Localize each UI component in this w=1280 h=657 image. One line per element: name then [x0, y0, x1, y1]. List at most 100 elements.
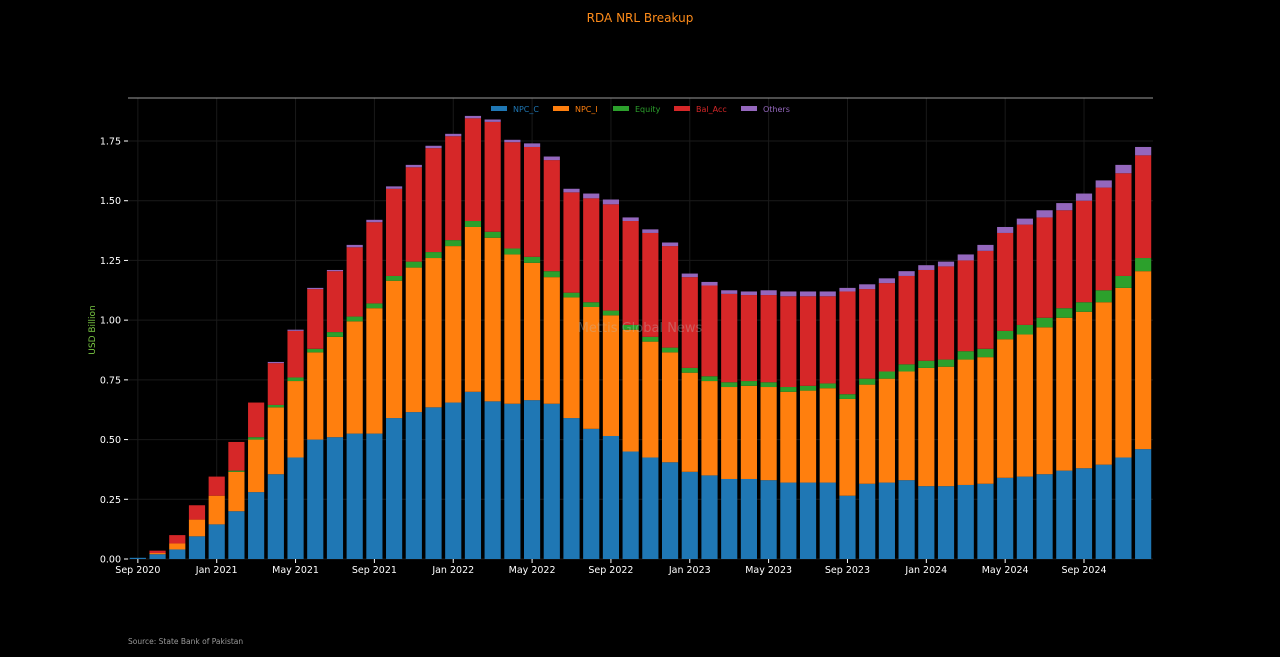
bar-equity [267, 404, 284, 408]
bar-npc-c [346, 433, 363, 559]
bar-npc-c [425, 407, 442, 559]
bar-equity [642, 336, 659, 342]
bar-equity [898, 364, 915, 372]
bar-npc-c [721, 478, 738, 559]
bar-npc-c [583, 428, 600, 559]
bar-equity [859, 378, 876, 385]
bar-bal-acc [721, 293, 738, 383]
bar-npc-i [721, 387, 738, 479]
bar-equity [346, 316, 363, 322]
bar-others [366, 219, 383, 223]
bar-bal-acc [425, 148, 442, 253]
bar-npc-i [957, 359, 974, 485]
bar-npc-c [997, 477, 1014, 559]
bar-npc-i [464, 226, 482, 392]
bar-bal-acc [997, 232, 1014, 331]
bar-equity [1016, 324, 1033, 335]
bar-others [898, 271, 915, 276]
bar-equity [977, 348, 994, 358]
bar-bal-acc [642, 232, 659, 337]
legend-label: Equity [635, 105, 661, 114]
bar-npc-i [425, 258, 442, 408]
bar-npc-c [602, 435, 620, 559]
bar-others [425, 145, 442, 149]
bar-npc-i [760, 387, 777, 481]
legend-swatch [674, 106, 690, 111]
bar-bal-acc [957, 260, 974, 352]
bar-npc-c [228, 511, 245, 559]
bar-npc-i [188, 519, 206, 537]
bar-npc-c [307, 439, 324, 559]
bar-others [307, 287, 324, 290]
bar-npc-i [149, 553, 166, 555]
bar-npc-i [701, 381, 718, 476]
bar-npc-c [208, 524, 225, 559]
bar-others [740, 291, 757, 296]
bar-npc-c [937, 486, 955, 559]
bar-equity [504, 248, 521, 255]
bar-npc-i [208, 495, 225, 525]
bar-npc-i [248, 439, 265, 493]
bar-npc-c [326, 437, 344, 559]
bar-others [1075, 193, 1093, 201]
bar-others [386, 186, 403, 189]
bar-npc-c [484, 401, 501, 559]
bar-npc-i [780, 391, 797, 483]
bar-npc-c [799, 482, 817, 559]
axes: 0.00 0.25 0.50 0.75 1.00 1.25 1.50 1.75 Sep 2020… [100, 97, 1153, 576]
bar-npc-i [819, 388, 836, 483]
bar-equity [1075, 302, 1093, 312]
bar-equity [326, 332, 344, 337]
bar-equity [661, 347, 679, 353]
bar-npc-c [918, 486, 935, 559]
bar-bal-acc [267, 363, 284, 405]
bar-npc-i [346, 321, 363, 434]
bar-others [918, 265, 935, 270]
bar-npc-i [1075, 311, 1093, 469]
bar-others [997, 226, 1014, 233]
bar-npc-i [977, 357, 994, 484]
bar-npc-i [1036, 327, 1053, 475]
bar-others [464, 115, 482, 119]
bar-equity [740, 381, 757, 386]
bar-bal-acc [602, 204, 620, 311]
bar-bal-acc [464, 118, 482, 222]
bar-npc-c [1036, 474, 1053, 559]
bar-npc-i [937, 366, 955, 487]
bar-equity [366, 303, 383, 309]
bar-npc-i [1115, 287, 1132, 458]
bar-equity [681, 367, 698, 373]
bar-npc-c [464, 391, 482, 559]
bar-others [583, 193, 600, 199]
bar-equity [957, 351, 974, 360]
bar-npc-i [661, 352, 679, 463]
bar-bal-acc [524, 146, 541, 257]
bar-others [760, 290, 777, 296]
y-tick-label: 1.00 [100, 316, 121, 327]
bar-npc-c [681, 471, 698, 559]
bar-equity [445, 240, 462, 247]
y-tick-label: 0.50 [100, 435, 121, 446]
bar-npc-i [1016, 334, 1033, 477]
bar-bal-acc [287, 330, 304, 378]
bar-npc-c [366, 433, 383, 559]
bar-others [622, 217, 639, 222]
bar-npc-c [386, 418, 403, 559]
bar-bal-acc [918, 269, 935, 361]
bar-equity [721, 382, 738, 388]
bar-others [878, 278, 895, 284]
bar-others [661, 242, 679, 247]
bar-equity [425, 252, 442, 259]
bar-equity [760, 382, 777, 388]
bar-bal-acc [445, 136, 462, 241]
bar-equity [997, 330, 1014, 340]
bar-bal-acc [326, 271, 344, 333]
bar-npc-c [780, 482, 797, 559]
x-tick-label: Jan 2023 [668, 565, 711, 576]
bar-npc-i [307, 352, 324, 440]
bar-bal-acc [188, 505, 206, 520]
x-tick-label: Jan 2024 [904, 565, 947, 576]
bar-equity [563, 292, 580, 298]
bar-npc-i [602, 315, 620, 436]
